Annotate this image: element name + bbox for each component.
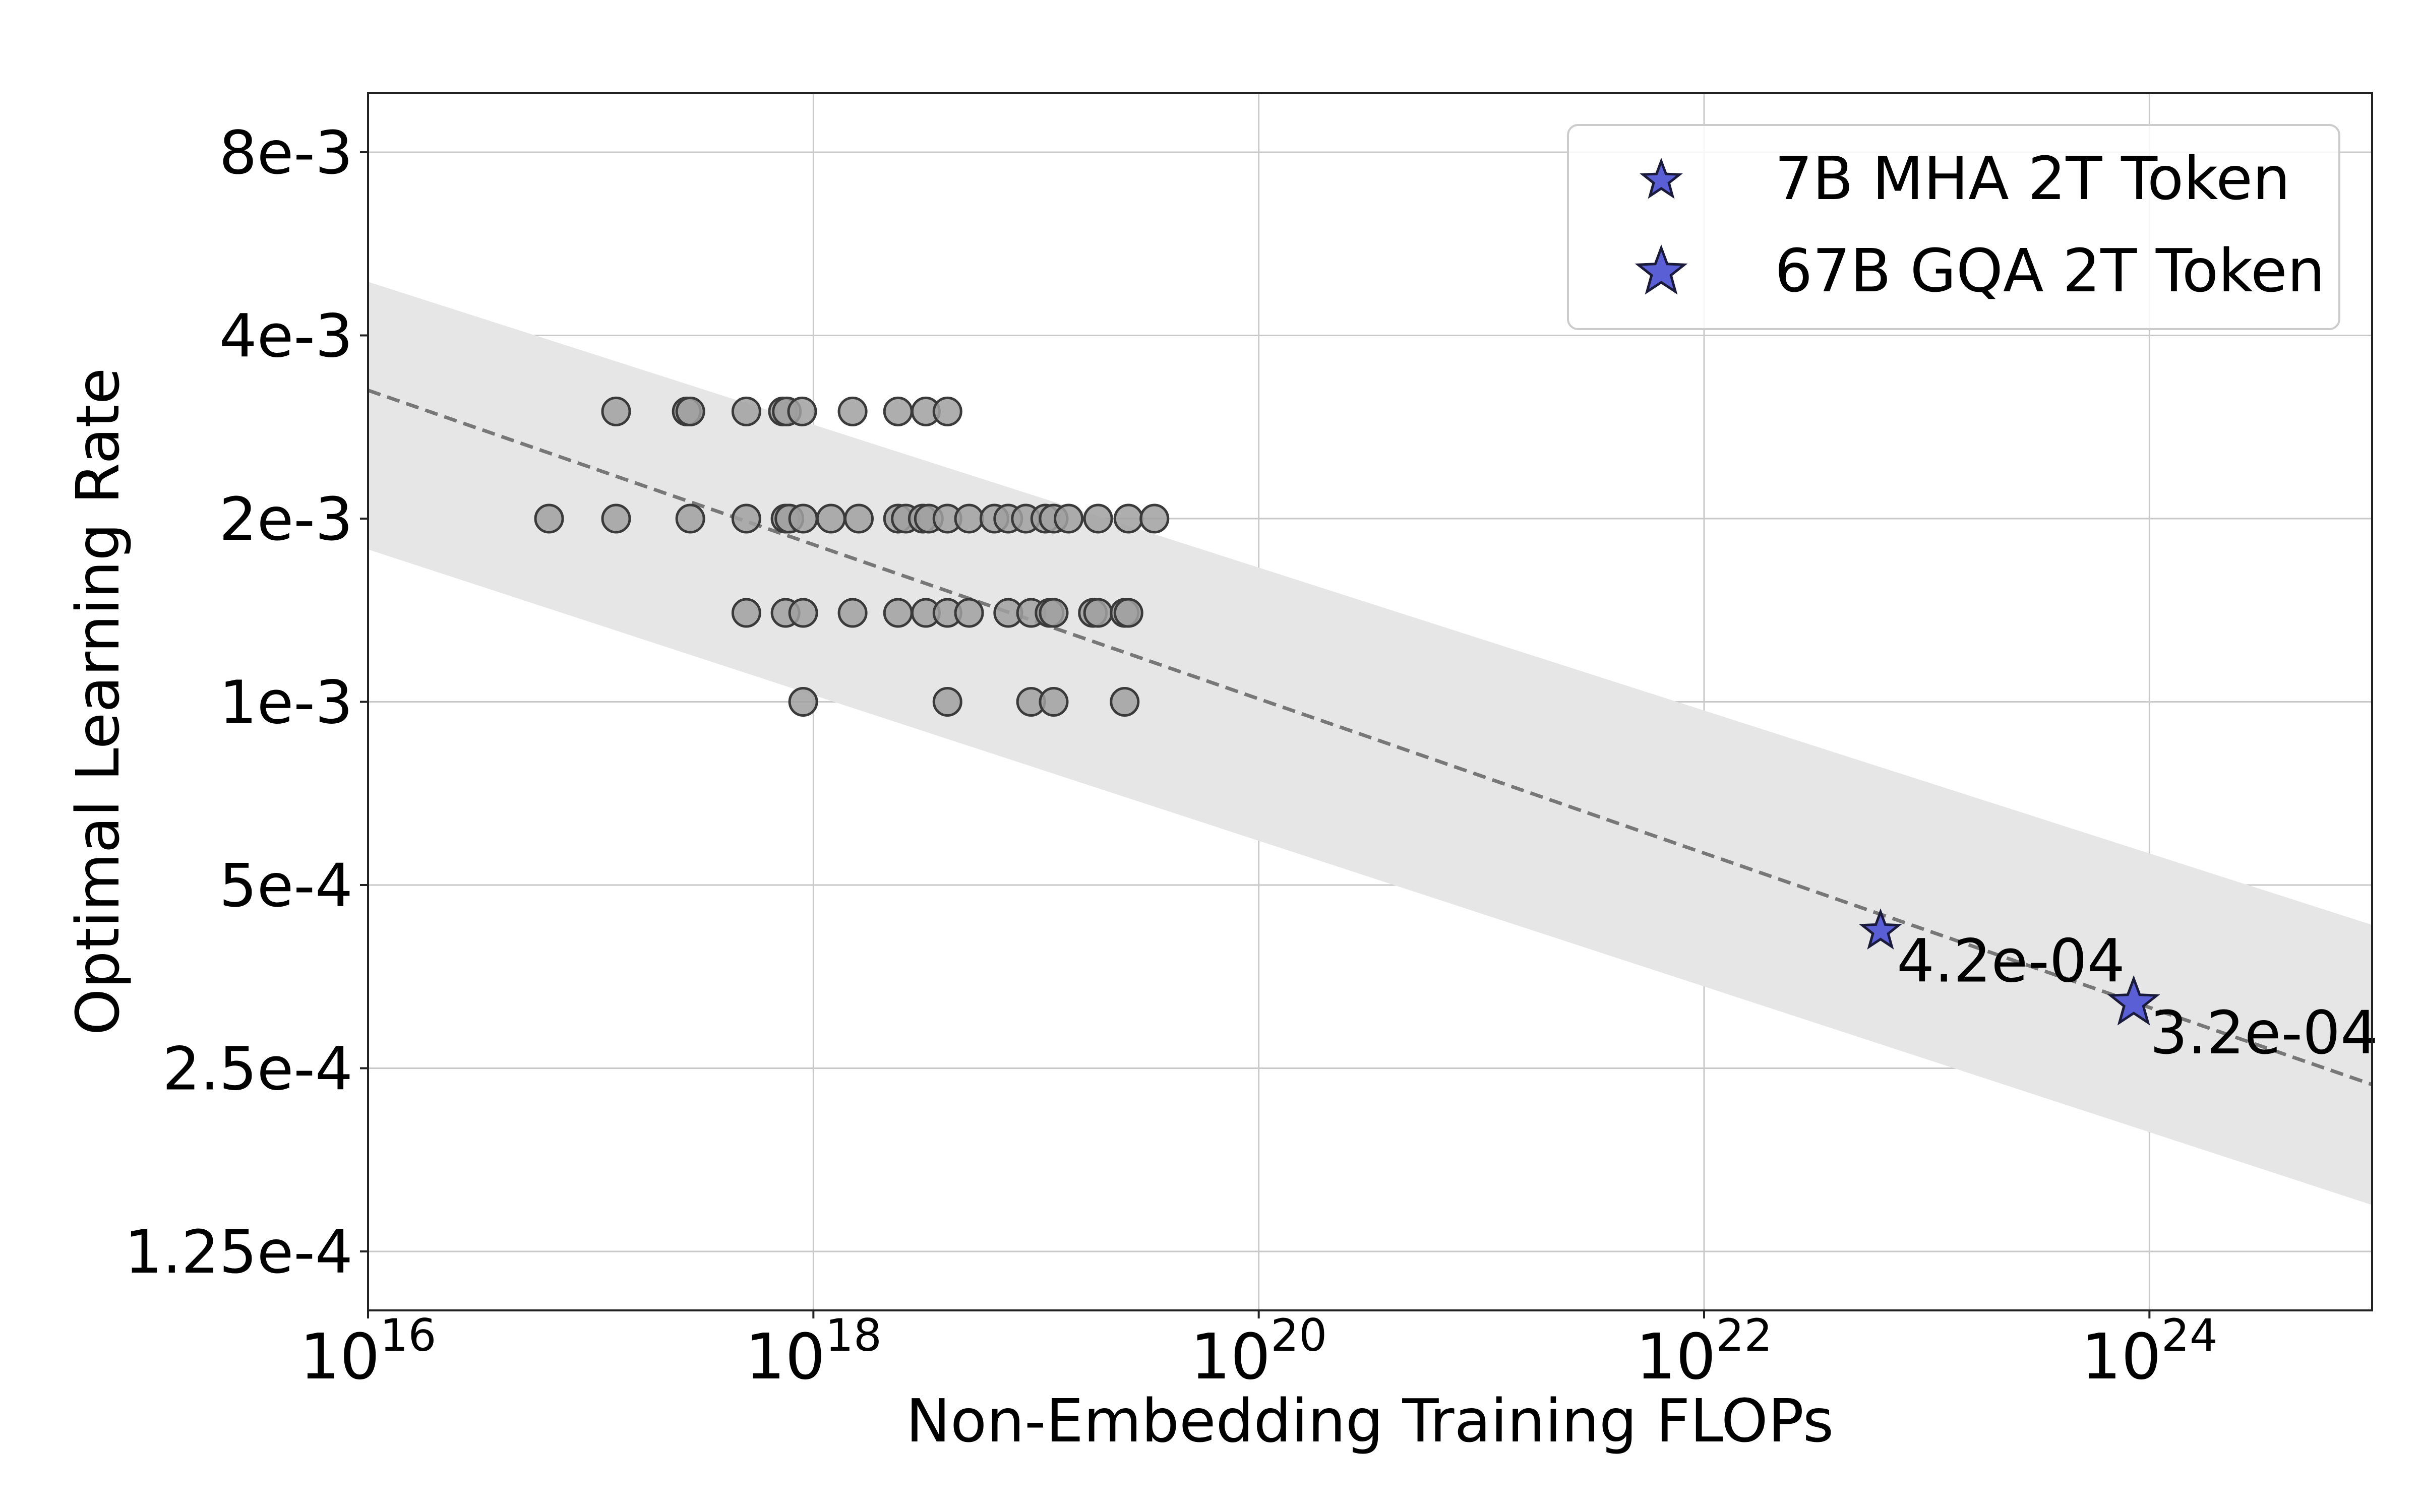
sample-point [883,396,913,426]
sample-point [1083,503,1113,534]
sample-point [1083,598,1113,628]
legend: 7B MHA 2T Token 67B GQA 2T Token [1567,124,2340,330]
x-tick-label: 1024 [2081,1309,2218,1394]
sample-point [837,396,868,426]
y-axis-ticks: 8e-3 4e-3 2e-3 1e-3 5e-4 2.5e-4 1.25e-4 [125,118,368,1287]
sample-point [675,396,705,426]
sample-point [932,687,962,717]
sample-point [731,503,761,534]
sample-point [787,396,817,426]
sample-point [816,503,846,534]
sample-points [534,396,1170,717]
legend-box [1567,124,2340,330]
y-tick-label: 2.5e-4 [162,1034,353,1103]
fit-line [367,389,2373,1087]
legend-marker-7b [1640,157,1683,199]
sample-point [788,503,818,534]
data-label-67b: 3.2e-04 [2150,998,2378,1067]
x-tick-label: 1018 [745,1309,882,1394]
y-tick-label: 4e-3 [219,301,353,371]
sample-point [837,598,868,628]
sample-point [883,598,913,628]
sample-point [954,598,984,628]
sample-point [788,687,818,717]
y-axis-label: Optimal Learning Rate [63,368,133,1036]
sample-point [534,503,564,534]
y-tick-label: 5e-4 [219,851,353,920]
y-tick-label: 1e-3 [219,668,353,737]
x-tick-label: 1016 [299,1309,436,1394]
sample-point [843,503,874,534]
star-marker-67b [2107,975,2160,1026]
sample-point [731,396,761,426]
sample-point [1110,687,1140,717]
y-tick-label: 8e-3 [219,118,353,187]
sample-point [1039,687,1069,717]
sample-point [954,503,984,534]
sample-point [788,598,818,628]
legend-label-67b: 67B GQA 2T Token [1775,236,2325,305]
sample-point [1113,598,1143,628]
sample-point [932,396,962,426]
sample-point [1113,503,1143,534]
sample-point [601,396,631,426]
y-tick-label: 2e-3 [219,484,353,554]
highlight-series: 4.2e-04 3.2e-04 [1859,908,2378,1067]
sample-point [731,598,761,628]
sample-point [1039,598,1069,628]
sample-point [1139,503,1170,534]
x-tick-label: 1020 [1190,1309,1327,1394]
x-tick-label: 1022 [1636,1309,1772,1394]
sample-point [601,503,631,534]
sample-point [675,503,705,534]
star-marker-7b [1859,908,1902,950]
legend-items [1635,157,1688,295]
data-label-7b: 4.2e-04 [1897,926,2125,995]
legend-marker-67b [1635,244,1688,295]
x-axis-label: Non-Embedding Training FLOPs [906,1386,1834,1456]
legend-label-7b: 7B MHA 2T Token [1775,144,2290,213]
y-tick-label: 1.25e-4 [125,1217,353,1287]
x-axis-ticks: 1016 1018 1020 1022 1024 [299,1309,2217,1394]
sample-point [1054,503,1084,534]
